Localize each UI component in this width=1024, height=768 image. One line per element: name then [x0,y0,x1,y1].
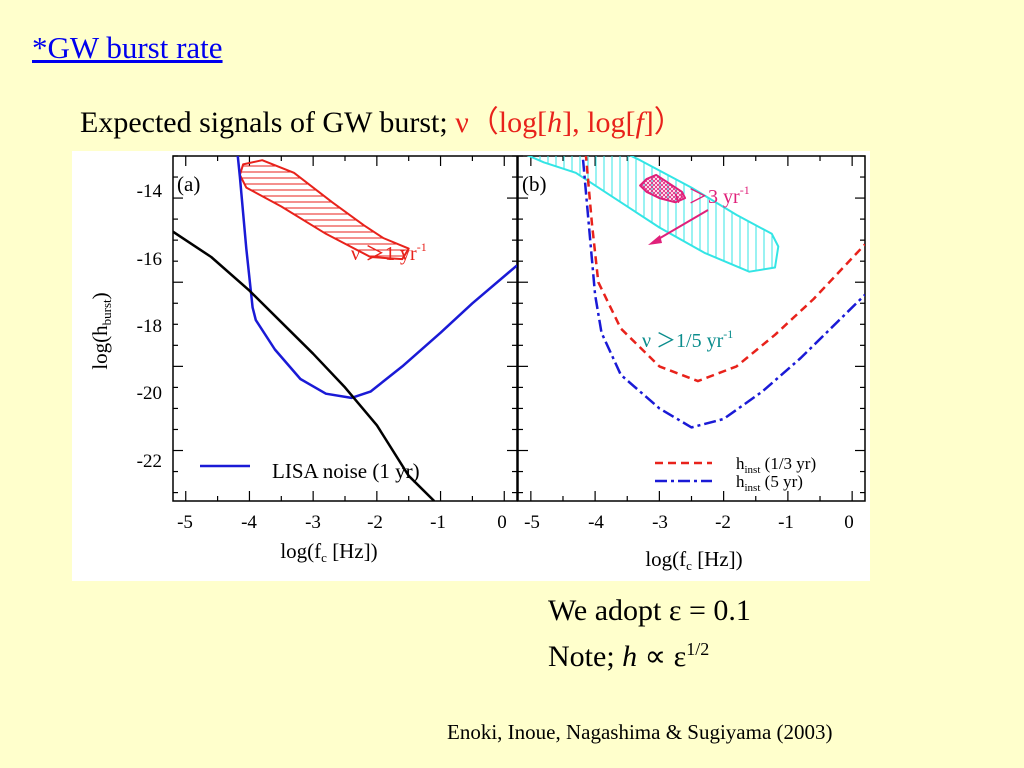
subtitle-open: （log[ [468,106,548,139]
panel-b-ticks [518,155,865,501]
subtitle-h: h [547,106,563,139]
xtick-label: -5 [524,512,540,533]
annotation-arrow [654,209,709,242]
xtick-label: -2 [715,512,731,533]
region-b-1 [639,173,687,204]
panel-a-ticks [173,155,517,501]
figure: (a) (b) -14 -16 -18 -20 -22 -5 -4 -3 -2 … [88,155,866,573]
panel-b-lines [581,156,865,429]
note-adopt: We adopt ε = 0.1 [548,594,751,627]
note-scaling: Note; h ∝ ε1/2 [548,639,710,673]
legend-label-inst-five: hinst (5 yr) [736,472,803,494]
ytick-label: -18 [137,316,162,337]
xtick-label: -1 [778,512,794,533]
region-label-b-magenta: ν ＞3 yr-1 [674,183,750,208]
panel-a-regions [238,159,410,261]
series-line-a-0 [236,156,517,400]
ytick-label: -16 [137,249,162,270]
x-axis-title-b: log(fc [Hz]) [645,547,742,573]
xtick-label: -1 [430,512,446,533]
series-line-a-1 [173,230,436,501]
subtitle-mid: ], log[ [562,106,636,139]
y-axis-title: log(hburst) [88,292,114,369]
xtick-label: -4 [588,512,604,533]
panel-a-label: (a) [177,172,200,196]
ytick-label: -14 [137,181,163,202]
slide-title: *GW burst rate [32,30,223,65]
subtitle-prefix: Expected signals of GW burst; [80,106,456,139]
panel-a-frame [172,155,518,502]
citation: Enoki, Inoue, Nagashima & Sugiyama (2003… [447,720,833,744]
subtitle-f: f [635,106,644,139]
ytick-label: -20 [137,383,162,404]
xtick-label: -3 [305,512,321,533]
panel-b-regions [526,156,780,273]
xtick-label: -5 [177,512,193,533]
subtitle: Expected signals of GW burst; ν（log[h], … [80,97,684,141]
series-line-b-1 [581,156,865,429]
subtitle-nu: ν [455,106,469,139]
panel-a-lines [173,156,517,501]
xtick-label: 0 [497,512,507,533]
xtick-label: -3 [652,512,668,533]
arrow-head [648,235,662,245]
subtitle-close: ]） [643,106,684,139]
region-a-0 [238,159,410,261]
legend-label-inst-third: hinst (1/3 yr) [736,454,816,476]
region-b-0 [526,156,780,273]
region-label-a: ν ＞1 yr-1 [351,240,427,265]
notes: We adopt ε = 0.1 Note; h ∝ ε1/2 [548,592,751,676]
series-line-b-0 [584,156,865,383]
legend-label-lisa: LISA noise (1 yr) [272,459,420,483]
xtick-label: 0 [844,512,854,533]
ytick-label: -22 [137,451,162,472]
panel-b-label: (b) [522,172,547,196]
x-axis-title-a: log(fc [Hz]) [280,539,377,565]
region-label-b-cyan: ν ＞1/5 yr-1 [642,327,733,352]
xtick-label: -2 [367,512,383,533]
xtick-label: -4 [241,512,257,533]
